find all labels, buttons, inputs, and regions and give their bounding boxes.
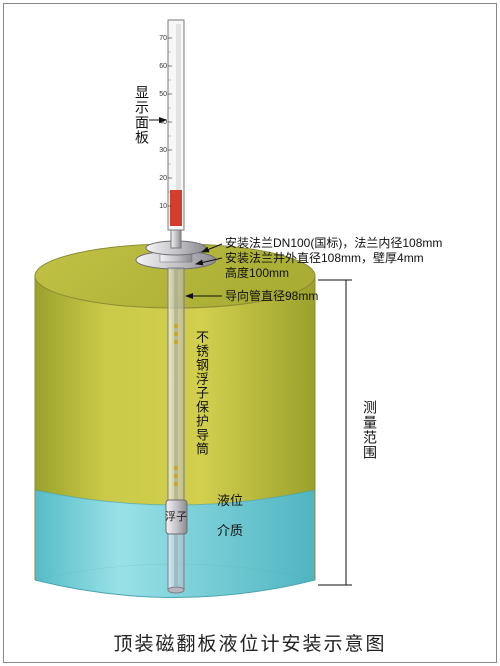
svg-text:70: 70: [159, 35, 167, 42]
range-label: 测量范围: [360, 400, 380, 460]
svg-text:50: 50: [159, 91, 167, 98]
protect-tube-label: 不锈钢浮子保护导筒: [192, 330, 211, 456]
guide-diameter-label: 导向管直径98mm: [225, 287, 318, 304]
float: 浮子: [165, 500, 187, 534]
svg-text:10: 10: [159, 203, 167, 210]
diagram-caption: 顶装磁翻板液位计安装示意图: [0, 629, 500, 656]
range-bracket: [318, 280, 352, 585]
display-panel: 70 60 50 40 30 20 10: [159, 20, 184, 230]
svg-text:60: 60: [159, 63, 167, 70]
medium-label: 介质: [217, 520, 243, 539]
diagram-svg: 浮子 70 60 50 40 30 20 10: [0, 0, 500, 666]
float-label: 浮子: [165, 510, 187, 523]
flange-assembly: [136, 230, 216, 269]
svg-text:20: 20: [159, 175, 167, 182]
flange-label-3: 高度100mm: [225, 264, 289, 281]
svg-text:30: 30: [159, 147, 167, 154]
display-panel-label: 显示面板: [132, 85, 152, 145]
guide-tube: [168, 268, 184, 593]
liquid-level-label: 液位: [217, 490, 243, 509]
